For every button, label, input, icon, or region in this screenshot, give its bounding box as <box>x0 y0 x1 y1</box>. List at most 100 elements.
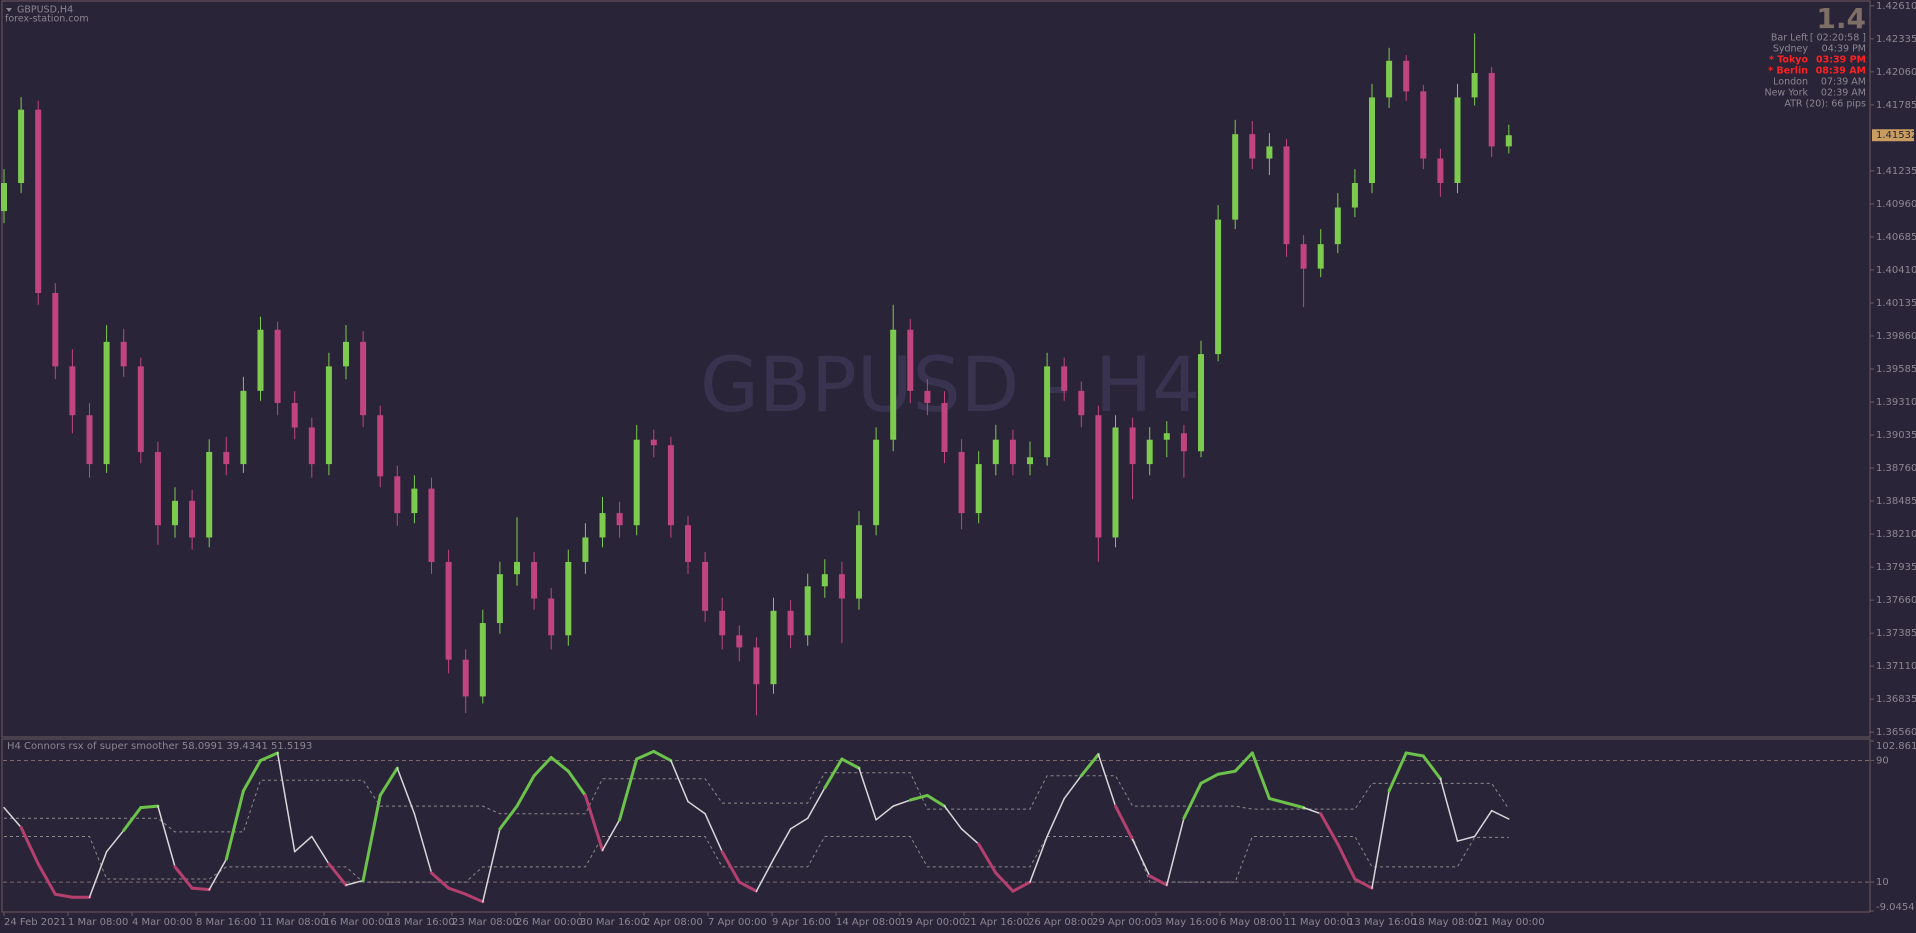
candle-body <box>1334 207 1341 245</box>
rsx-segment <box>1216 769 1237 776</box>
candle-body <box>52 292 59 367</box>
rsx-segment <box>1353 877 1374 890</box>
candle-body <box>257 329 264 391</box>
candle-body <box>1146 439 1153 465</box>
rsx-segment <box>173 865 194 890</box>
x-tick-label: 2 Apr 08:00 <box>644 917 703 928</box>
rsx-segment <box>157 805 176 868</box>
indicator-title: H4 Connors rsx of super smoother 58.0991… <box>7 741 312 752</box>
candle-body <box>189 500 196 538</box>
rsx-segment <box>1166 817 1185 886</box>
candle-body <box>428 488 435 562</box>
candle-body <box>1078 390 1085 416</box>
candle-body <box>35 109 42 293</box>
y-tick-label: 1.39585 <box>1876 364 1916 375</box>
candle-body <box>582 537 589 562</box>
y-tick-label: 1.40410 <box>1876 265 1916 276</box>
candle-body <box>394 476 401 514</box>
candle-body <box>1129 427 1136 465</box>
rsx-segment <box>652 749 673 763</box>
candle-body <box>1027 457 1033 465</box>
candle-body <box>1386 60 1393 98</box>
rsx-segment <box>566 769 587 797</box>
candle-body <box>719 610 726 636</box>
candle-body <box>69 366 76 416</box>
info-value: 04:39 PM <box>1822 44 1866 55</box>
band-line <box>4 835 1509 883</box>
candle-body <box>958 451 965 514</box>
rsx-segment <box>1063 774 1083 800</box>
rsx-segment <box>1302 806 1322 815</box>
rsx-segment <box>670 759 689 803</box>
x-tick-label: 11 May 00:00 <box>1284 917 1353 928</box>
indicator-frame <box>1 738 1871 913</box>
candle-body <box>1266 146 1273 159</box>
rsx-segment <box>1199 772 1220 785</box>
candle-body <box>1437 158 1444 184</box>
candle-body <box>1180 433 1187 452</box>
candle-body <box>890 329 897 440</box>
y-tick-label: 1.40135 <box>1876 298 1916 309</box>
rsx-segment <box>190 886 211 892</box>
candle-body <box>531 561 538 599</box>
current-price: 1.41532 <box>1876 130 1916 141</box>
x-tick-label: 26 Mar 00:00 <box>516 917 583 928</box>
y-tick-label: 1.40960 <box>1876 199 1916 210</box>
candle-body <box>1009 439 1016 465</box>
rsx-segment <box>327 862 348 887</box>
candle-body <box>411 488 418 514</box>
y-tick-label: 1.37110 <box>1876 661 1916 672</box>
rsx-segment <box>994 871 1015 893</box>
candle-body <box>1095 415 1102 538</box>
rsx-segment <box>532 756 553 778</box>
x-tick-label: 29 Apr 00:00 <box>1092 917 1157 928</box>
y-tick-label: 1.37385 <box>1876 628 1916 639</box>
rsx-segment <box>1319 812 1340 846</box>
menu-arrow[interactable] <box>6 8 12 12</box>
y-tick-label: 1.42060 <box>1876 67 1916 78</box>
y-tick-label: 1.39860 <box>1876 331 1916 342</box>
x-tick-label: 21 Apr 16:00 <box>964 917 1029 928</box>
rsx-segment <box>464 892 485 904</box>
rsx-segment <box>1456 835 1476 842</box>
info-label: Sydney <box>1773 44 1809 55</box>
candle-body <box>821 574 828 587</box>
info-value: [ 02:20:58 ] <box>1810 33 1866 44</box>
candle-body <box>291 402 298 428</box>
rsx-segment <box>447 886 468 896</box>
candle-body <box>1232 134 1239 220</box>
candle-body <box>1 183 7 212</box>
rsx-segment <box>498 804 519 831</box>
candle-body <box>120 341 127 367</box>
rsx-segment <box>943 805 963 830</box>
rsx-segment <box>720 850 741 884</box>
rsx-segment <box>1233 751 1254 773</box>
rsx-segment <box>1097 753 1117 807</box>
rsx-segment <box>704 812 723 853</box>
candle-body <box>1163 433 1170 440</box>
candle-body <box>1369 97 1375 184</box>
x-tick-label: 9 Apr 16:00 <box>772 917 831 928</box>
candle-body <box>753 647 760 685</box>
info-label: Bar Left <box>1771 33 1808 44</box>
rsx-segment <box>88 850 108 899</box>
x-tick-label: 18 May 08:00 <box>1412 917 1481 928</box>
y-tick-label: 1.41235 <box>1876 166 1916 177</box>
candle-body <box>1505 135 1512 147</box>
candle-body <box>1420 91 1427 159</box>
rsx-segment <box>1439 778 1459 842</box>
x-tick-label: 1 Mar 08:00 <box>68 917 128 928</box>
rsx-segment <box>840 757 861 770</box>
rsx-segment <box>755 858 775 892</box>
candle-body <box>599 513 606 538</box>
candle-body <box>103 341 110 465</box>
candle-body <box>1198 354 1204 452</box>
rsx-segment <box>772 828 792 861</box>
rsx-segment <box>806 787 826 820</box>
rsx-segment <box>1336 842 1357 881</box>
info-value: 02:39 AM <box>1821 88 1866 99</box>
rsx-segment <box>1490 809 1510 820</box>
candle-body <box>1488 73 1495 147</box>
